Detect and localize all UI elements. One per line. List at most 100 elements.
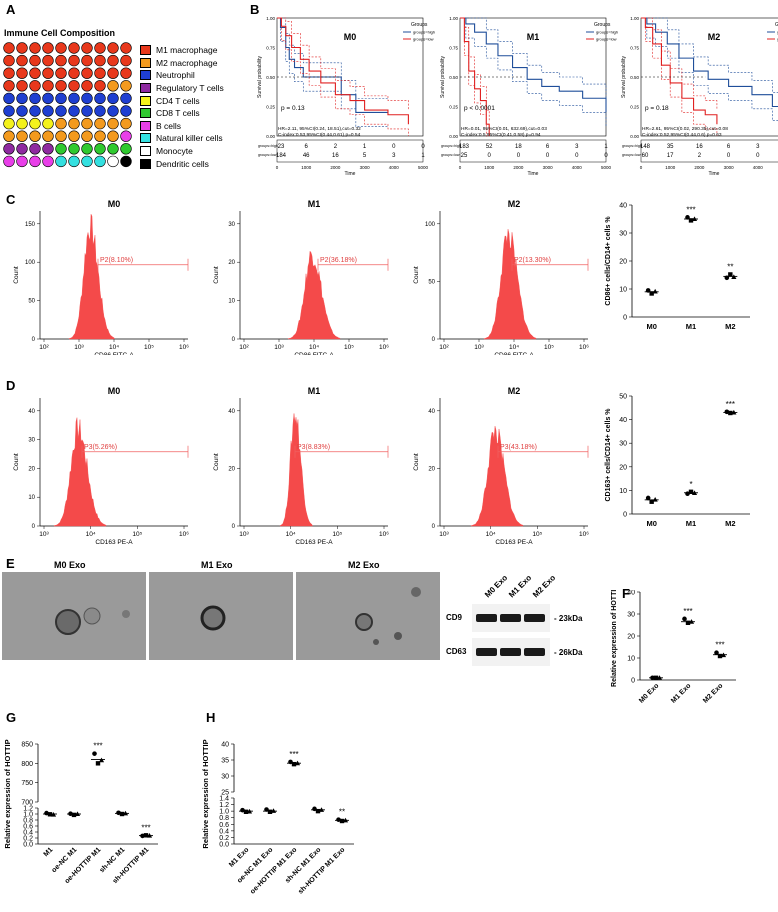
panel-g-dot-plot: 700 750 800 850 0.00.20.40.60.81.01.2 Relativ… (3, 739, 158, 885)
dot-point (649, 499, 654, 504)
km-ytick: 0.75 (449, 46, 458, 51)
dot-significance: * (689, 480, 692, 489)
km-risk-value: 0 (727, 153, 731, 159)
waffle-dot (68, 54, 80, 67)
legend-swatch (140, 70, 151, 81)
dot-point (649, 291, 654, 296)
dot-ytick: 20 (619, 259, 627, 266)
dot-ytick: 800 (21, 761, 33, 768)
legend-label: CD4 T cells (156, 95, 200, 106)
km-curve-low (641, 17, 718, 125)
flow-xlabel: CD163 PE-A (495, 539, 533, 546)
flow-xtick: 10² (39, 344, 49, 351)
panel-b-survival-plots: Survival probability 0.00 0.25 0.50 0.75 1.00… (257, 16, 778, 177)
dot-ytick: 0.8 (23, 818, 33, 825)
km-pvalue: p = 0.13 (281, 105, 305, 112)
legend-item: Natural killer cells (140, 132, 224, 145)
km-xtick: 1000 (484, 165, 495, 170)
km-risk-value: 3 (756, 144, 760, 150)
legend-label: Regulatory T cells (156, 83, 224, 94)
dot-point (267, 809, 273, 814)
flow-title: M0 (108, 199, 121, 209)
flow-ytick: 0 (32, 337, 36, 343)
km-pvalue: p = 0.18 (645, 105, 669, 112)
waffle-dot (16, 42, 28, 54)
waffle-dot (107, 67, 119, 79)
km-legend-low: groups=low (596, 37, 617, 42)
flow-xtick: 10³ (74, 344, 84, 351)
blot-band (500, 648, 521, 656)
dot-point (724, 275, 730, 281)
dot-point (140, 833, 145, 839)
km-xtick: 2000 (330, 165, 341, 170)
dot-ylabel: CD86+ cells/CD14+ cells % (605, 216, 612, 306)
km-risk-value: 184 (276, 153, 287, 159)
blot-band (524, 648, 545, 656)
dot-point (685, 215, 690, 220)
dot-significance: *** (715, 641, 724, 650)
dot-ytick: 50 (619, 394, 627, 401)
dot-xtick: M2 Exo (702, 682, 724, 704)
blot-lane-label: M2 Exo (531, 573, 557, 599)
waffle-dot (16, 92, 28, 105)
flow-title: M2 (508, 199, 521, 209)
dot-ytick: 0 (623, 315, 627, 322)
flow-ylabel: Count (13, 453, 20, 471)
km-ytick: 0.00 (266, 134, 275, 139)
waffle-dot (120, 117, 132, 130)
dot-point (720, 652, 727, 658)
legend-label: CD8 T cells (156, 108, 200, 119)
flow-xtick: 10⁵ (332, 531, 342, 538)
km-xtick: 0 (640, 165, 643, 170)
flow-gate-label: P3(8.83%) (297, 444, 330, 451)
flow-ytick: 50 (428, 279, 435, 285)
flow-gate-label: P3(5.26%) (84, 444, 117, 451)
waffle-dot (42, 67, 54, 79)
dot-point (50, 812, 57, 817)
dot-xtick: oe-HOTTIP M1 Exo (249, 846, 298, 895)
waffle-dot (94, 117, 106, 130)
dot-point (717, 653, 723, 659)
waffle-dot (16, 143, 28, 155)
waffle-dot (120, 54, 132, 67)
waffle-dot (29, 105, 41, 117)
km-risk-value: 46 (303, 153, 310, 159)
waffle-dot (29, 117, 41, 130)
waffle-dot (55, 54, 67, 67)
km-xtick: 3000 (543, 165, 554, 170)
waffle-dot (107, 80, 119, 92)
dot-ytick: 750 (21, 780, 33, 787)
em-title-m2: M2 Exo (348, 560, 380, 570)
km-risk-value: 6 (727, 144, 731, 150)
flow-ytick: 10 (28, 495, 35, 501)
dot-point (246, 808, 253, 814)
panel-a: Immune Cell Composition M1 macrophage M2 … (0, 20, 245, 190)
flow-xtick: 10³ (274, 344, 284, 351)
dot-point (315, 808, 321, 814)
waffle-dot (94, 143, 106, 155)
panel-letter-g: G (6, 710, 17, 725)
dot-ylabel: CD163+ cells/CD14+ cells % (605, 408, 612, 502)
km-ci-upper-high (460, 17, 607, 99)
flow-xtick: 10² (439, 344, 449, 351)
dot-ytick: 25 (221, 790, 229, 797)
km-risk-label: groups=low (441, 153, 460, 157)
waffle-dot (81, 130, 93, 142)
dot-ytick: 40 (619, 417, 627, 424)
waffle-dot (81, 105, 93, 117)
km-risk-value: 0 (392, 144, 396, 150)
km-risk-value: 0 (756, 153, 760, 159)
km-risk-table (459, 139, 607, 163)
flow-histogram (53, 417, 107, 527)
dot-ytick: 10 (619, 488, 627, 495)
waffle-dot (29, 92, 41, 105)
dot-xtick: M0 Exo (638, 682, 660, 704)
panel-letter-c: C (6, 192, 16, 207)
blot-protein: CD63 (446, 647, 467, 656)
dot-point (74, 811, 81, 816)
km-risk-value: 1 (421, 153, 425, 159)
legend-swatch (140, 57, 151, 68)
flow-ylabel: Count (413, 453, 420, 471)
waffle-dot (107, 143, 119, 155)
flow-ylabel: Count (213, 453, 220, 471)
